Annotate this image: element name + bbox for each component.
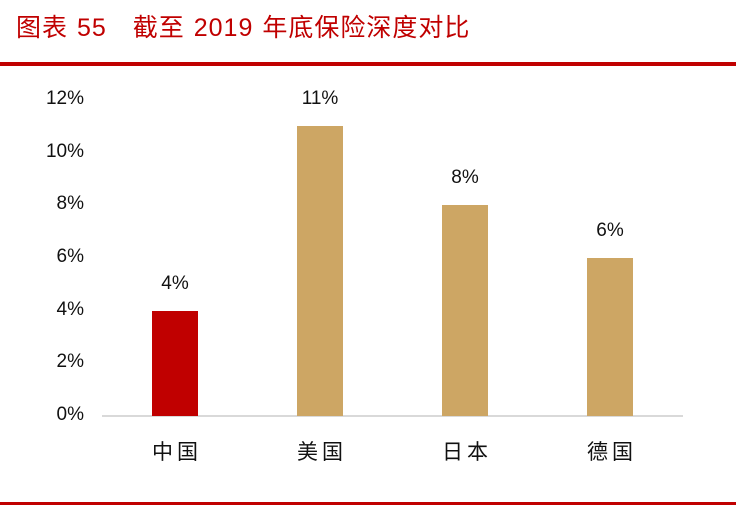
figure-label: 图表 [16,13,69,42]
data-label: 6% [596,220,624,241]
x-axis-line [102,415,683,417]
figure-number: 55 [76,14,107,42]
title-year: 2019 [193,14,254,42]
header-divider [0,62,736,66]
data-label: 8% [451,167,479,189]
bar-2 [442,205,488,416]
y-tick-label: 4% [56,298,84,320]
y-tick-label: 8% [56,193,84,215]
title-prefix: 截至 [132,13,185,42]
data-label: 11% [301,88,339,110]
y-tick-label: 10% [45,140,84,162]
bar-0 [152,310,198,416]
x-tick-label: 中国 [152,440,202,464]
x-tick-label: 德国 [587,440,637,464]
y-tick-label: 6% [56,246,84,267]
figure-title: 图表 55 截至 2019 年底保险深度对比 [16,8,470,48]
x-tick-label: 日本 [442,440,492,464]
footer-divider [0,502,736,505]
y-tick-label: 2% [56,351,84,373]
bar-3 [587,258,633,416]
title-suffix: 年底保险深度对比 [262,13,471,42]
data-label: 4% [161,272,189,294]
bar-1 [297,126,343,416]
x-tick-label: 美国 [297,440,347,464]
y-tick-label: 0% [56,404,84,425]
y-tick-label: 12% [45,88,84,109]
